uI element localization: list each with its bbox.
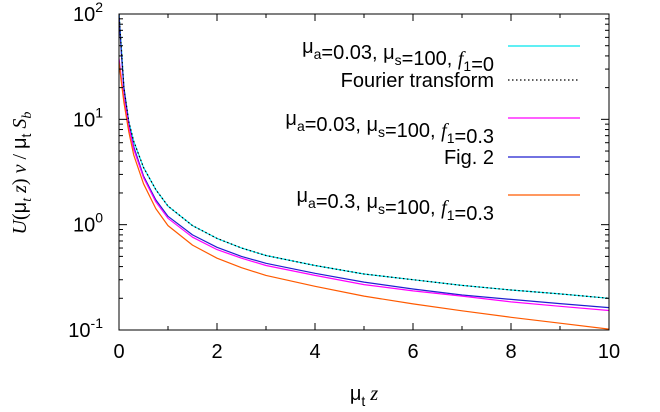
x-tick-label: 2 (211, 341, 222, 363)
x-tick-label: 8 (505, 341, 516, 363)
axis-ticks: 0 2 4 6 8 10 102 101 100 10-1 (68, 0, 620, 363)
series-line-2 (119, 58, 609, 312)
legend-label-4: μa=0.3, μs=100, f1=0.3 (297, 185, 494, 225)
x-tick-label: 10 (598, 341, 620, 363)
x-axis-label: μt z (350, 383, 378, 409)
y-tick-label: 101 (73, 104, 103, 131)
x-tick-label: 6 (407, 341, 418, 363)
x-tick-label: 4 (309, 341, 320, 363)
y-tick-label: 100 (73, 210, 103, 237)
legend-label-1: Fourier transform (341, 70, 494, 92)
legend-label-0: μa=0.03, μs=100, f1=0 (302, 36, 494, 76)
y-axis-label: U(μt z) ν / μt Sb (9, 112, 35, 235)
legend-label-3: Fig. 2 (444, 147, 494, 169)
x-tick-label: 0 (113, 341, 124, 363)
y-tick-label: 102 (73, 0, 103, 26)
series-line-1 (119, 14, 609, 299)
y-tick-label: 10-1 (68, 315, 103, 342)
plot-curves (119, 14, 609, 330)
series-line-4 (119, 61, 609, 330)
legend-label-2: μa=0.03, μs=100, f1=0.3 (285, 108, 494, 148)
